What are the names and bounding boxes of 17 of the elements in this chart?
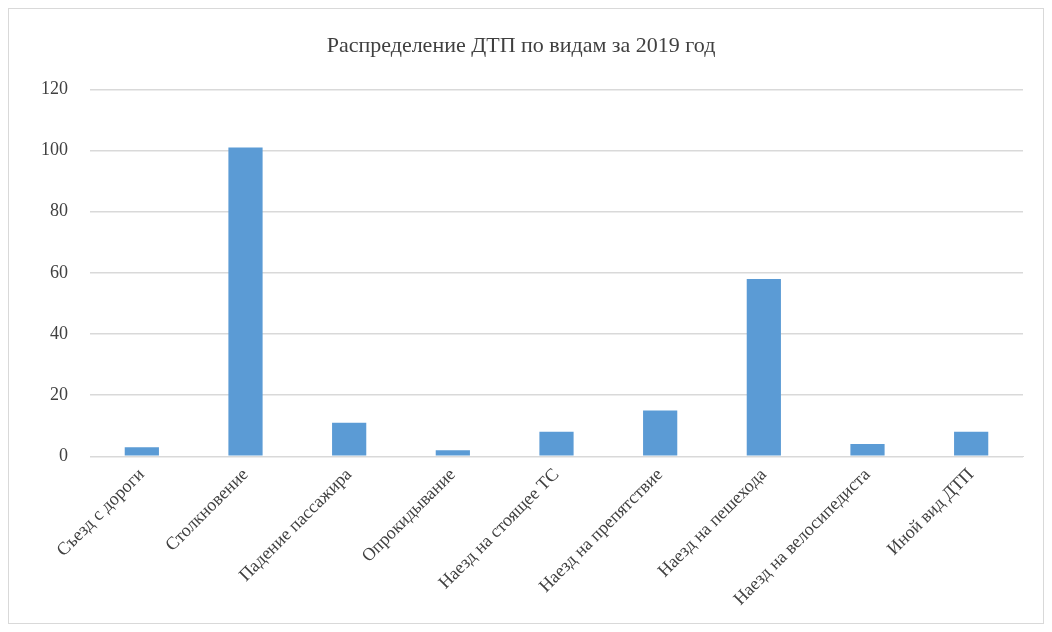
y-tick-label: 20 (50, 383, 68, 404)
y-tick-label: 100 (41, 139, 68, 160)
bar (954, 431, 989, 456)
bar (850, 444, 885, 456)
bar (746, 278, 781, 456)
y-tick-label: 40 (50, 322, 68, 343)
bar (124, 447, 159, 456)
y-tick-label: 60 (50, 261, 68, 282)
bar (332, 422, 367, 456)
y-tick-label: 80 (50, 200, 68, 221)
bar (435, 450, 470, 456)
bar (228, 147, 263, 456)
bar (643, 410, 678, 456)
bar (539, 431, 574, 456)
y-tick-label: 120 (41, 78, 68, 99)
y-tick-label: 0 (59, 445, 68, 466)
chart-title: Распределение ДТП по видам за 2019 год (326, 31, 716, 57)
